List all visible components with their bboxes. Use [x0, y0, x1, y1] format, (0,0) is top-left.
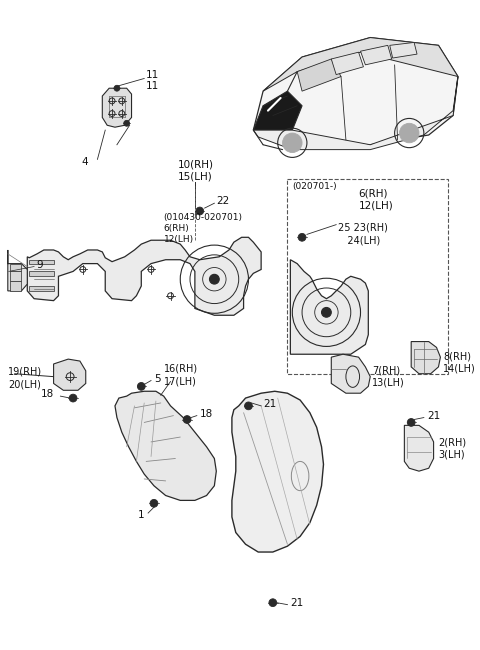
Polygon shape [331, 52, 363, 75]
Polygon shape [102, 88, 132, 127]
Text: 4: 4 [81, 157, 88, 167]
Polygon shape [29, 286, 54, 291]
Polygon shape [290, 260, 368, 354]
Polygon shape [27, 237, 261, 315]
Polygon shape [54, 359, 86, 390]
Circle shape [322, 307, 331, 317]
Text: 8(RH)
14(LH): 8(RH) 14(LH) [444, 351, 476, 374]
Text: 10(RH)
15(LH): 10(RH) 15(LH) [178, 159, 214, 182]
Polygon shape [390, 42, 417, 58]
Polygon shape [10, 281, 22, 291]
Text: 1: 1 [138, 510, 144, 520]
Text: 16(RH)
17(LH): 16(RH) 17(LH) [164, 364, 198, 386]
Circle shape [209, 274, 219, 284]
Polygon shape [232, 391, 324, 552]
Polygon shape [10, 272, 22, 281]
Text: 18: 18 [200, 409, 213, 419]
Circle shape [183, 415, 191, 423]
Text: (020701-): (020701-) [292, 182, 337, 190]
Circle shape [114, 85, 120, 91]
Text: 21: 21 [290, 598, 304, 608]
Circle shape [150, 499, 158, 507]
Text: 22: 22 [216, 196, 229, 206]
Polygon shape [253, 38, 458, 145]
Polygon shape [360, 46, 392, 65]
Circle shape [408, 419, 415, 426]
Polygon shape [297, 59, 341, 91]
Polygon shape [10, 264, 22, 272]
Circle shape [245, 402, 252, 410]
Polygon shape [331, 354, 370, 393]
Polygon shape [404, 425, 433, 471]
Text: 2(RH)
3(LH): 2(RH) 3(LH) [438, 437, 467, 460]
Polygon shape [8, 250, 27, 291]
Text: 7(RH)
13(LH): 7(RH) 13(LH) [372, 365, 405, 388]
Polygon shape [253, 77, 458, 150]
Text: 11: 11 [146, 81, 159, 91]
Text: 18: 18 [40, 389, 54, 399]
Circle shape [269, 599, 277, 606]
Polygon shape [115, 391, 216, 501]
Circle shape [399, 124, 419, 143]
Circle shape [69, 394, 77, 402]
Polygon shape [253, 91, 302, 130]
Text: 25 23(RH)
   24(LH): 25 23(RH) 24(LH) [338, 223, 388, 245]
Polygon shape [29, 272, 54, 276]
Polygon shape [29, 260, 54, 264]
Text: 5: 5 [154, 374, 161, 383]
Circle shape [283, 133, 302, 153]
Circle shape [196, 207, 204, 215]
Text: 21: 21 [427, 411, 440, 421]
Polygon shape [411, 341, 441, 374]
Text: (010430-020701)
6(RH)
12(LH): (010430-020701) 6(RH) 12(LH) [164, 213, 243, 244]
Circle shape [124, 120, 130, 126]
Text: 9: 9 [36, 259, 43, 270]
Text: 6(RH)
12(LH): 6(RH) 12(LH) [359, 188, 393, 211]
Circle shape [137, 382, 145, 390]
Text: 19(RH)
20(LH): 19(RH) 20(LH) [8, 367, 42, 389]
Polygon shape [263, 38, 458, 91]
Text: 11: 11 [146, 70, 159, 79]
Circle shape [298, 233, 306, 241]
Text: 21: 21 [263, 399, 276, 409]
